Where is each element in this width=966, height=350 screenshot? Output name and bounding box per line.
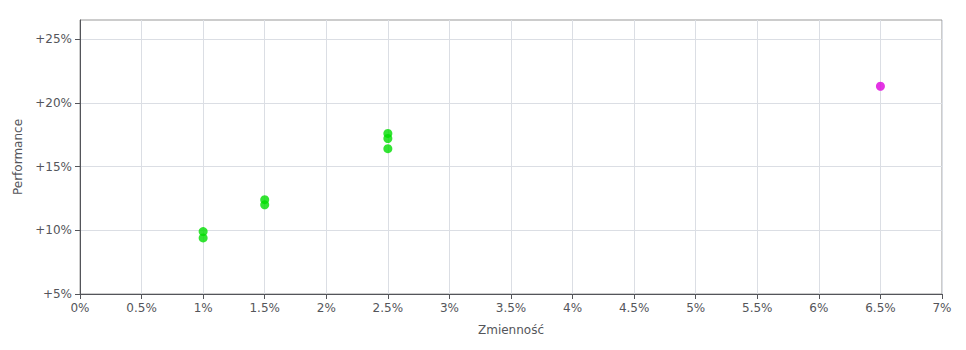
svg-text:+15%: +15% [35,160,72,174]
svg-text:+10%: +10% [35,223,72,237]
svg-text:4.5%: 4.5% [619,301,650,315]
svg-text:3.5%: 3.5% [496,301,527,315]
svg-text:+20%: +20% [35,96,72,110]
svg-text:Zmienność: Zmienność [478,323,544,337]
svg-text:1.5%: 1.5% [249,301,280,315]
svg-text:Performance: Performance [11,119,25,195]
svg-text:+25%: +25% [35,32,72,46]
svg-text:0%: 0% [70,301,89,315]
svg-text:1%: 1% [194,301,213,315]
svg-text:3%: 3% [440,301,459,315]
svg-text:4%: 4% [563,301,582,315]
svg-text:0.5%: 0.5% [126,301,157,315]
svg-text:5%: 5% [686,301,705,315]
svg-text:2%: 2% [317,301,336,315]
svg-text:+5%: +5% [43,287,72,301]
svg-text:6%: 6% [809,301,828,315]
svg-text:5.5%: 5.5% [742,301,773,315]
svg-text:7%: 7% [932,301,951,315]
svg-text:6.5%: 6.5% [865,301,896,315]
svg-text:2.5%: 2.5% [373,301,404,315]
